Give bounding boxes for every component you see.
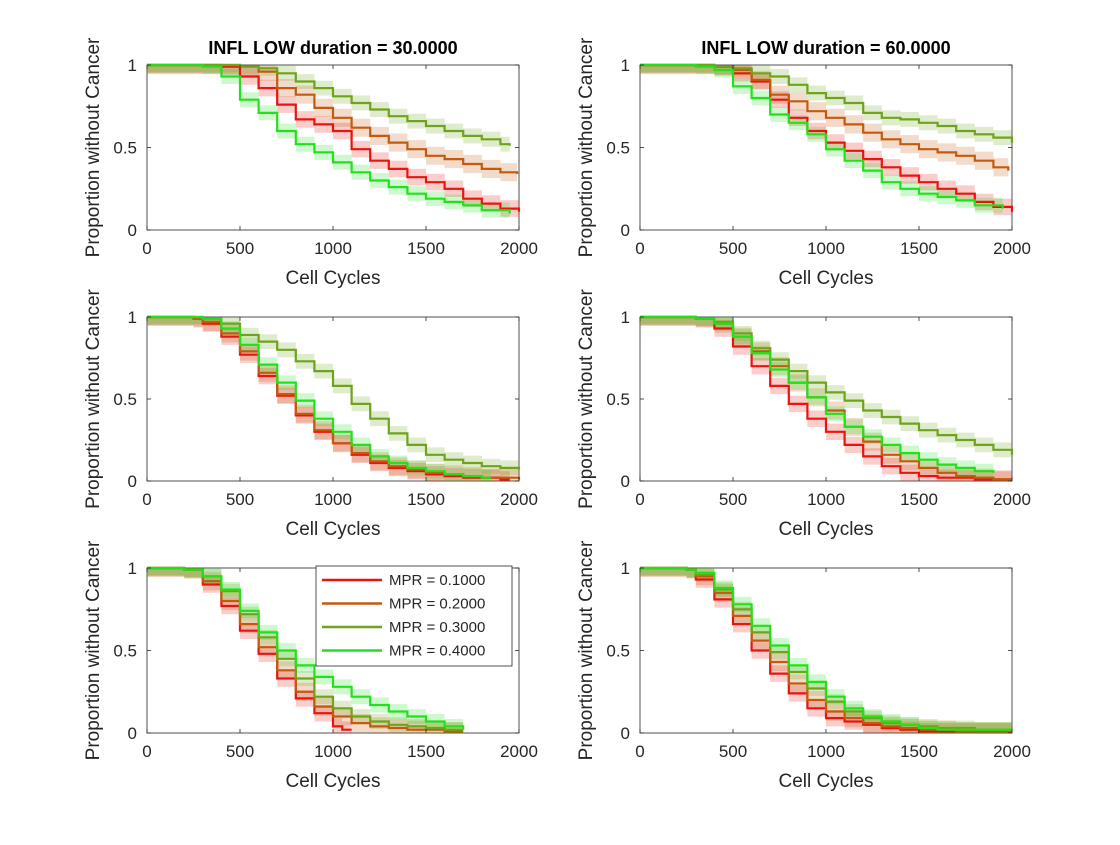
confidence-band-2 <box>640 65 1009 180</box>
x-tick-label: 500 <box>719 490 747 509</box>
x-tick-label: 0 <box>142 239 151 258</box>
confidence-band-4 <box>147 568 464 733</box>
x-tick-label: 2000 <box>500 490 538 509</box>
x-tick-label: 0 <box>635 239 644 258</box>
y-axis-label: Proportion without Cancer <box>576 540 597 760</box>
x-axis-label: Cell Cycles <box>285 519 380 540</box>
y-axis-label: Proportion without Cancer <box>83 37 104 257</box>
x-tick-label: 2000 <box>993 239 1031 258</box>
x-tick-label: 0 <box>142 742 151 761</box>
confidence-band-4 <box>640 65 1003 216</box>
x-tick-label: 500 <box>226 239 254 258</box>
y-tick-label: 1 <box>128 559 137 578</box>
legend-entry-label: MPR = 0.2000 <box>389 596 485 613</box>
subplot-3: 0 500 1000 1500 2000 0 0.5 1 Cell Cycles Proporti… <box>83 288 538 540</box>
series-line-1 <box>147 63 521 212</box>
y-tick-label: 1 <box>621 56 630 75</box>
y-axis-label: Proportion without Cancer <box>576 288 597 508</box>
series-line-4 <box>147 63 511 214</box>
legend-entry-label: MPR = 0.4000 <box>389 643 485 660</box>
confidence-band-4 <box>640 317 994 481</box>
series-line-4 <box>147 566 465 730</box>
x-tick-label: 500 <box>226 742 254 761</box>
subplot-1: 0 500 1000 1500 2000 0 0.5 1 Cell Cycles Proporti… <box>83 37 538 289</box>
x-tick-label: 1500 <box>407 239 445 258</box>
x-tick-label: 1500 <box>900 239 938 258</box>
y-tick-label: 0 <box>128 221 137 240</box>
x-tick-label: 2000 <box>500 742 538 761</box>
y-tick-label: 0 <box>621 472 630 491</box>
y-tick-label: 1 <box>128 308 137 327</box>
y-tick-label: 0 <box>621 724 630 743</box>
y-tick-label: 0.5 <box>113 390 137 409</box>
series-line-4 <box>640 566 1012 731</box>
x-tick-label: 1500 <box>407 490 445 509</box>
x-tick-label: 500 <box>719 239 747 258</box>
confidence-band-2 <box>147 65 518 183</box>
x-axis-label: Cell Cycles <box>778 771 873 792</box>
series-line-4 <box>640 315 995 473</box>
confidence-band-2 <box>147 317 519 481</box>
x-axis-label: Cell Cycles <box>778 519 873 540</box>
y-axis-label: Proportion without Cancer <box>576 37 597 257</box>
subplot-title: INFL LOW duration = 30.0000 <box>208 38 457 58</box>
x-tick-label: 2000 <box>500 239 538 258</box>
series-line-3 <box>640 63 1014 143</box>
x-axis-label: Cell Cycles <box>285 771 380 792</box>
subplot-5: 0 500 1000 1500 2000 0 0.5 1 Cell Cycles Proporti… <box>83 540 538 792</box>
x-tick-label: 2000 <box>993 490 1031 509</box>
x-tick-label: 0 <box>142 490 151 509</box>
x-tick-label: 1000 <box>807 742 845 761</box>
axes-box <box>146 316 520 482</box>
y-tick-label: 1 <box>621 559 630 578</box>
series-line-2 <box>147 63 519 174</box>
subplot-4: 0 500 1000 1500 2000 0 0.5 1 Cell Cycles Proporti… <box>576 288 1031 540</box>
y-axis-label: Proportion without Cancer <box>83 288 104 508</box>
legend: MPR = 0.1000 MPR = 0.2000 MPR = 0.3000 MPR … <box>315 565 513 667</box>
y-tick-label: 0 <box>128 724 137 743</box>
series-line-4 <box>640 63 1004 209</box>
x-tick-label: 500 <box>226 490 254 509</box>
x-tick-label: 1500 <box>900 490 938 509</box>
y-tick-label: 0.5 <box>113 139 137 158</box>
x-tick-label: 0 <box>635 742 644 761</box>
x-tick-label: 1000 <box>314 742 352 761</box>
x-tick-label: 1500 <box>900 742 938 761</box>
confidence-band-3 <box>147 317 519 477</box>
x-tick-label: 1000 <box>314 239 352 258</box>
y-tick-label: 0.5 <box>606 139 630 158</box>
x-axis-label: Cell Cycles <box>285 268 380 289</box>
x-tick-label: 1000 <box>807 490 845 509</box>
confidence-band-3 <box>640 65 1012 150</box>
subplot-6: 0 500 1000 1500 2000 0 0.5 1 Cell Cycles Proporti… <box>576 540 1031 792</box>
legend-entry-label: MPR = 0.1000 <box>389 572 485 589</box>
y-tick-label: 1 <box>128 56 137 75</box>
y-tick-label: 0.5 <box>606 642 630 661</box>
y-axis-label: Proportion without Cancer <box>83 540 104 760</box>
x-tick-label: 2000 <box>993 742 1031 761</box>
subplot-title: INFL LOW duration = 60.0000 <box>701 38 950 58</box>
series-line-4 <box>147 315 492 479</box>
confidence-band-3 <box>147 65 510 154</box>
x-tick-label: 1000 <box>807 239 845 258</box>
x-tick-label: 0 <box>635 490 644 509</box>
series-line-3 <box>147 63 511 146</box>
x-tick-label: 1000 <box>314 490 352 509</box>
series-line-2 <box>640 63 1010 171</box>
legend-entry-label: MPR = 0.3000 <box>389 619 485 636</box>
y-tick-label: 0.5 <box>113 642 137 661</box>
x-tick-label: 500 <box>719 742 747 761</box>
y-tick-label: 0 <box>621 221 630 240</box>
subplot-2: 0 500 1000 1500 2000 0 0.5 1 Cell Cycles Proporti… <box>576 37 1031 289</box>
x-axis-label: Cell Cycles <box>778 268 873 289</box>
y-tick-label: 1 <box>621 308 630 327</box>
confidence-band-2 <box>147 568 464 733</box>
x-tick-label: 1500 <box>407 742 445 761</box>
y-tick-label: 0.5 <box>606 390 630 409</box>
y-tick-label: 0 <box>128 472 137 491</box>
